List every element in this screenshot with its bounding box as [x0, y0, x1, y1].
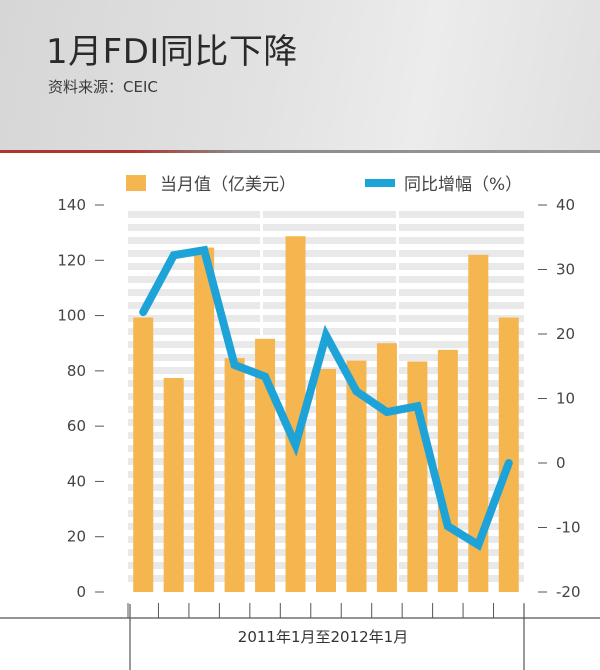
bar-7	[346, 360, 367, 592]
bar-4	[255, 338, 276, 592]
line-series	[139, 245, 513, 551]
bar-11	[468, 254, 489, 592]
line-point-9	[416, 405, 418, 407]
legend-bar-label: 当月值（亿美元）	[160, 175, 296, 195]
x-axis-label: 2011年1月至2012年1月	[238, 628, 408, 646]
bar-3	[224, 358, 245, 592]
y-right-tick-label: 30	[556, 261, 575, 279]
line-point-5	[295, 444, 297, 446]
chart-title: 1月FDI同比下降	[46, 32, 298, 72]
bar-9	[407, 361, 428, 592]
line-point-7	[355, 390, 357, 392]
bg-stripe	[128, 354, 524, 361]
line-point-11	[477, 544, 479, 546]
bg-divider	[396, 205, 399, 592]
line-point-1	[173, 254, 175, 256]
y-right-tick-label: 0	[556, 454, 566, 472]
axes: 0 20 40 60 80 100 120 140 -20 -10 0 10 20 30 40	[0, 196, 600, 670]
y-left-tick-label: 20	[67, 528, 86, 546]
source-note: 资料来源：CEIC	[48, 78, 158, 96]
line-point-2	[203, 249, 205, 251]
y-right-tick-label: 20	[556, 325, 575, 343]
bar-series	[133, 236, 519, 592]
bar-2	[194, 247, 215, 592]
y-left-tick-label: 0	[76, 583, 86, 601]
bg-stripe	[128, 224, 524, 231]
bar-0	[133, 317, 154, 592]
y-right-tick-label: -20	[556, 583, 581, 601]
bar-1	[163, 378, 184, 592]
y-left-tick-label: 80	[67, 362, 86, 380]
line-point-6	[325, 334, 327, 336]
y-left-tick-label: 120	[57, 251, 86, 269]
y-left-tick-label: 40	[67, 472, 86, 490]
y-left-tick-label: 100	[57, 307, 86, 325]
bg-stripe	[128, 302, 524, 309]
bg-stripe	[128, 315, 524, 322]
y-right-tick-label: 40	[556, 196, 575, 214]
bg-stripe	[128, 211, 524, 218]
header-banner	[0, 0, 600, 152]
line-point-3	[234, 364, 236, 366]
legend-line-swatch	[365, 179, 395, 187]
bar-10	[437, 349, 458, 592]
bg-stripe	[128, 250, 524, 257]
bg-stripe	[128, 263, 524, 270]
line-point-0	[142, 311, 144, 313]
bg-stripe	[128, 237, 524, 244]
legend: 当月值（亿美元） 同比增幅（%）	[126, 175, 522, 195]
line-point-12	[508, 462, 510, 464]
bg-stripe	[128, 289, 524, 296]
legend-line-label: 同比增幅（%）	[404, 175, 522, 195]
y-right-tick-label: -10	[556, 519, 581, 537]
bar-5	[285, 236, 306, 592]
bar-12	[498, 317, 519, 592]
bar-8	[376, 343, 397, 592]
bg-stripe	[128, 276, 524, 283]
line-point-8	[386, 411, 388, 413]
line-point-10	[447, 525, 449, 527]
line-point-4	[264, 376, 266, 378]
bar-6	[316, 368, 336, 592]
y-left-tick-label: 140	[57, 196, 86, 214]
y-left-tick-label: 60	[67, 417, 86, 435]
y-right-tick-label: 10	[556, 390, 575, 408]
header-divider	[0, 150, 600, 153]
legend-bar-swatch	[126, 175, 146, 191]
